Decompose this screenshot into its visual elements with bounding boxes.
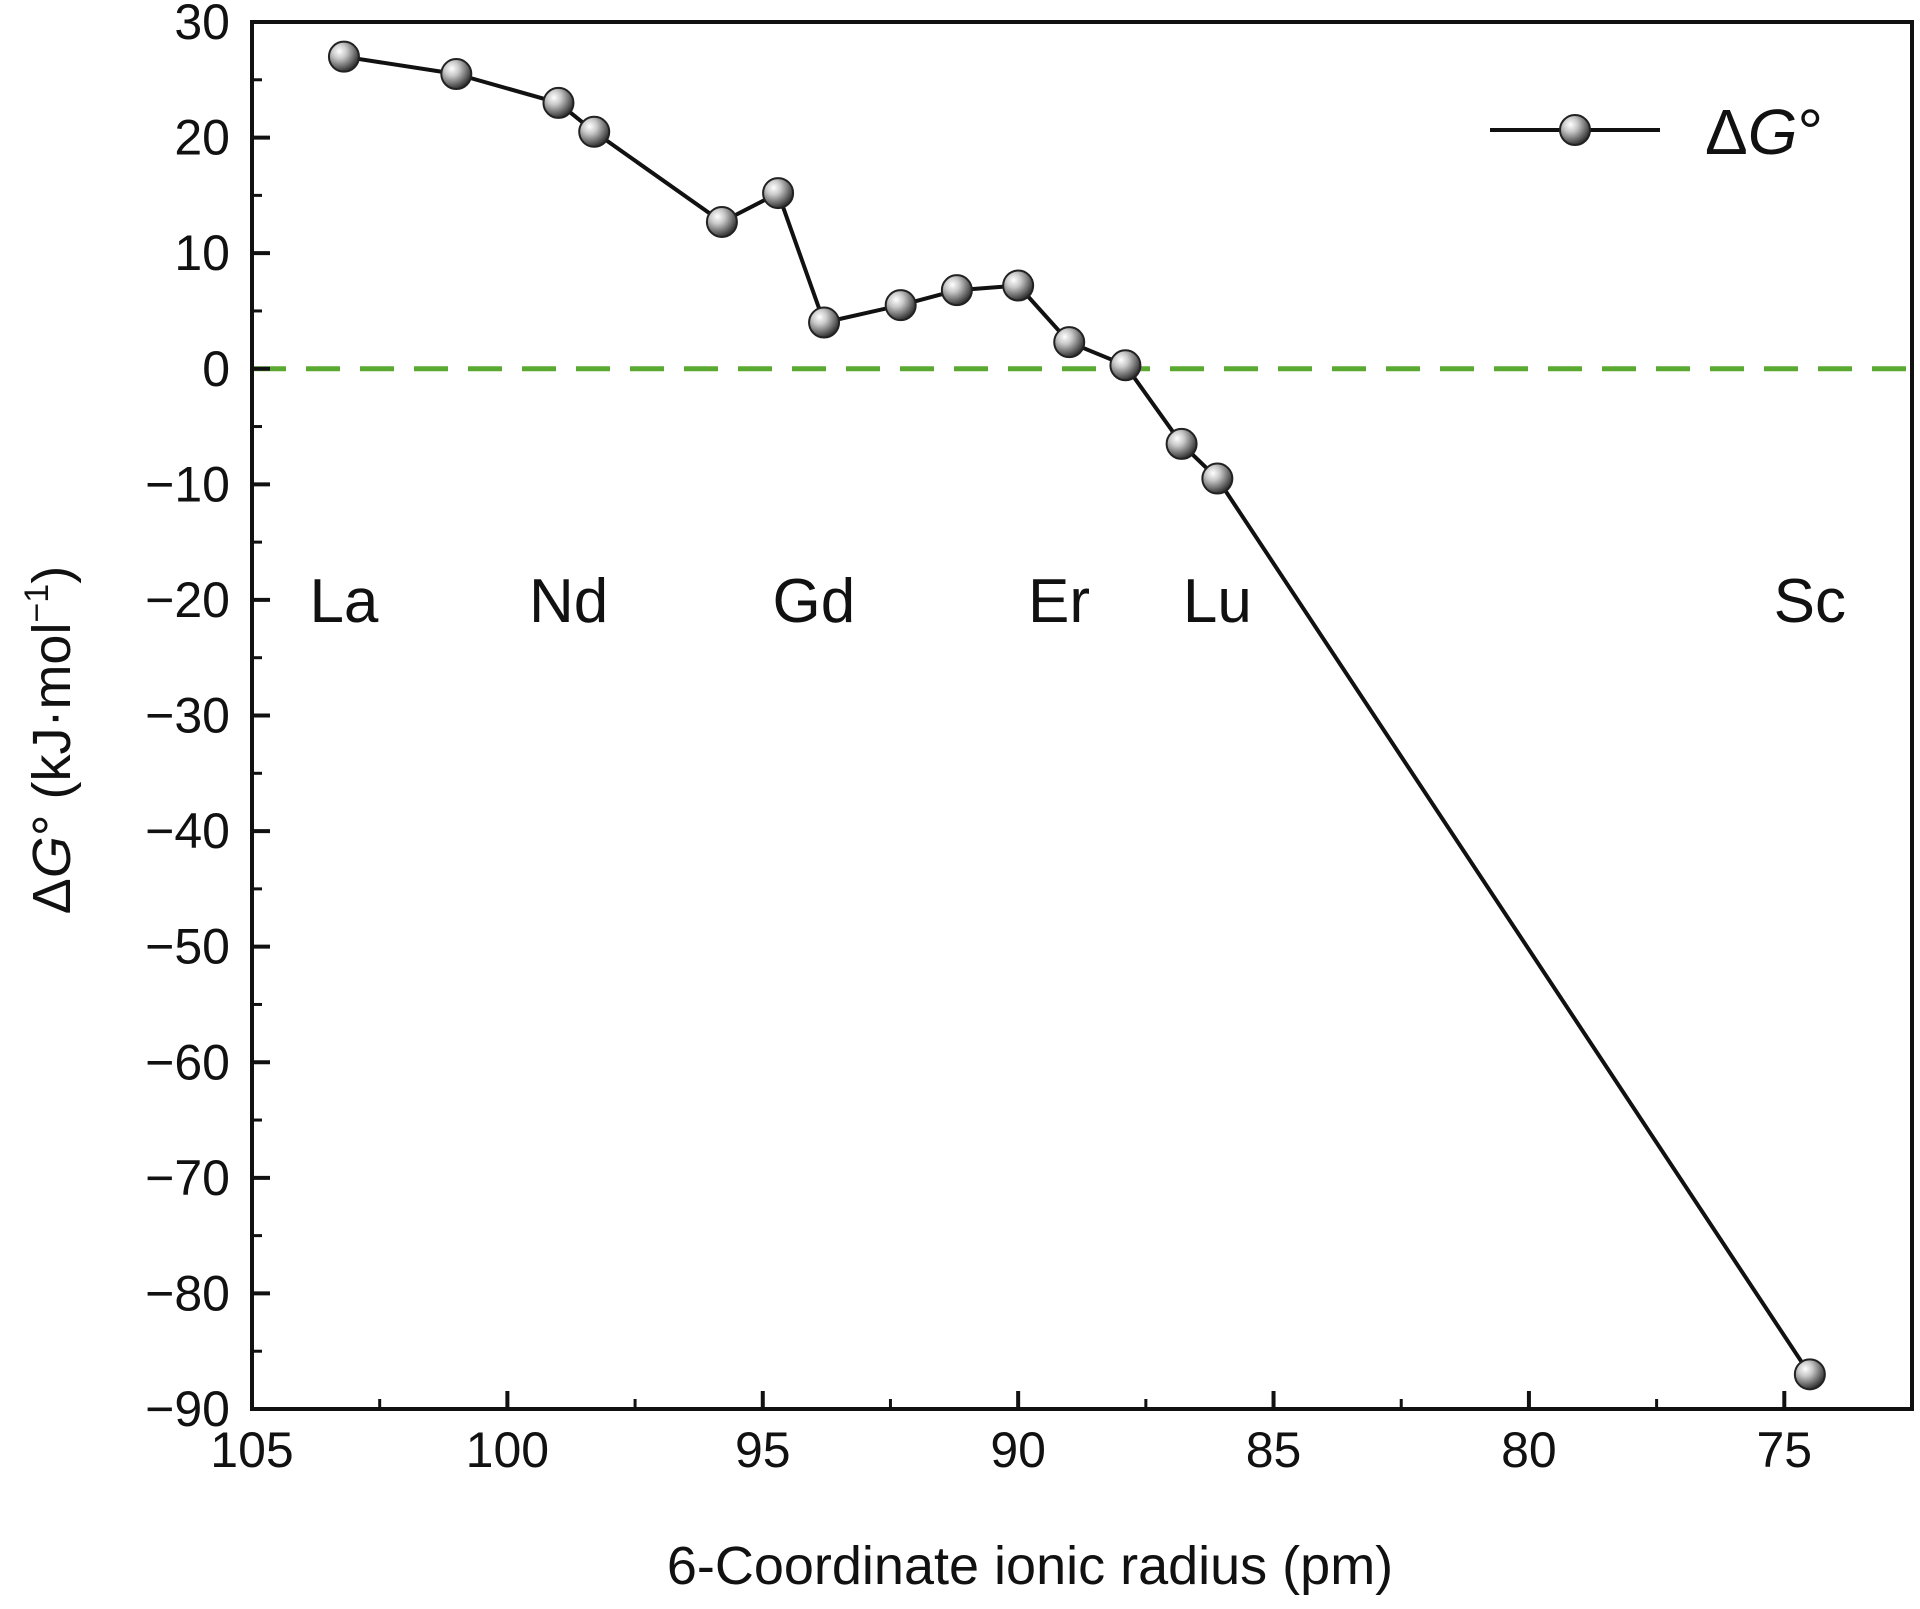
- x-tick-label: 80: [1501, 1422, 1557, 1478]
- y-tick-label: 20: [174, 110, 230, 166]
- y-tick-label: −70: [145, 1150, 230, 1206]
- x-tick-label: 75: [1756, 1422, 1812, 1478]
- legend-marker-sample: [1559, 114, 1591, 146]
- y-tick-label: −30: [145, 688, 230, 744]
- x-tick-label: 100: [466, 1422, 549, 1478]
- y-tick-label: −40: [145, 803, 230, 859]
- plot-area: La Nd Gd Er Lu Sc: [252, 40, 1912, 1391]
- data-point: [884, 289, 917, 322]
- y-tick-label: −10: [145, 456, 230, 512]
- data-point: [578, 115, 611, 148]
- data-point: [1053, 326, 1086, 359]
- data-point: [1201, 462, 1234, 495]
- element-label-sc: Sc: [1774, 567, 1846, 636]
- y-tick-label: −90: [145, 1381, 230, 1437]
- element-label-nd: Nd: [529, 567, 608, 636]
- data-point: [1165, 427, 1198, 460]
- x-tick-label: 95: [735, 1422, 791, 1478]
- y-tick-label: −50: [145, 919, 230, 975]
- legend: ΔG°: [1490, 96, 1823, 168]
- y-tick-label: −80: [145, 1265, 230, 1321]
- data-point: [1793, 1358, 1826, 1391]
- legend-label: ΔG°: [1705, 96, 1823, 168]
- data-point: [1002, 269, 1035, 302]
- y-tick-label: −60: [145, 1034, 230, 1090]
- element-label-er: Er: [1028, 567, 1090, 636]
- data-point: [808, 306, 841, 339]
- x-tick-label: 90: [990, 1422, 1046, 1478]
- x-tick-label: 85: [1246, 1422, 1302, 1478]
- data-point: [762, 177, 795, 210]
- y-tick-label: 0: [202, 341, 230, 397]
- element-label-la: La: [309, 567, 378, 636]
- y-tick-label: −20: [145, 572, 230, 628]
- plot-frame: [250, 20, 1914, 1411]
- data-point: [327, 40, 360, 73]
- data-point: [705, 205, 738, 238]
- data-point: [1109, 349, 1142, 382]
- element-label-gd: Gd: [772, 567, 855, 636]
- series-line: [343, 54, 1812, 1376]
- y-tick-label: 30: [174, 0, 230, 50]
- x-tick-label: 105: [210, 1422, 293, 1478]
- data-point: [440, 58, 473, 91]
- data-point: [542, 86, 575, 119]
- element-label-lu: Lu: [1183, 567, 1252, 636]
- y-tick-label: 10: [174, 225, 230, 281]
- data-point: [940, 274, 973, 307]
- x-axis-title: 6-Coordinate ionic radius (pm): [667, 1536, 1393, 1596]
- y-axis-title: ΔG° (kJ·mol−1): [18, 566, 82, 914]
